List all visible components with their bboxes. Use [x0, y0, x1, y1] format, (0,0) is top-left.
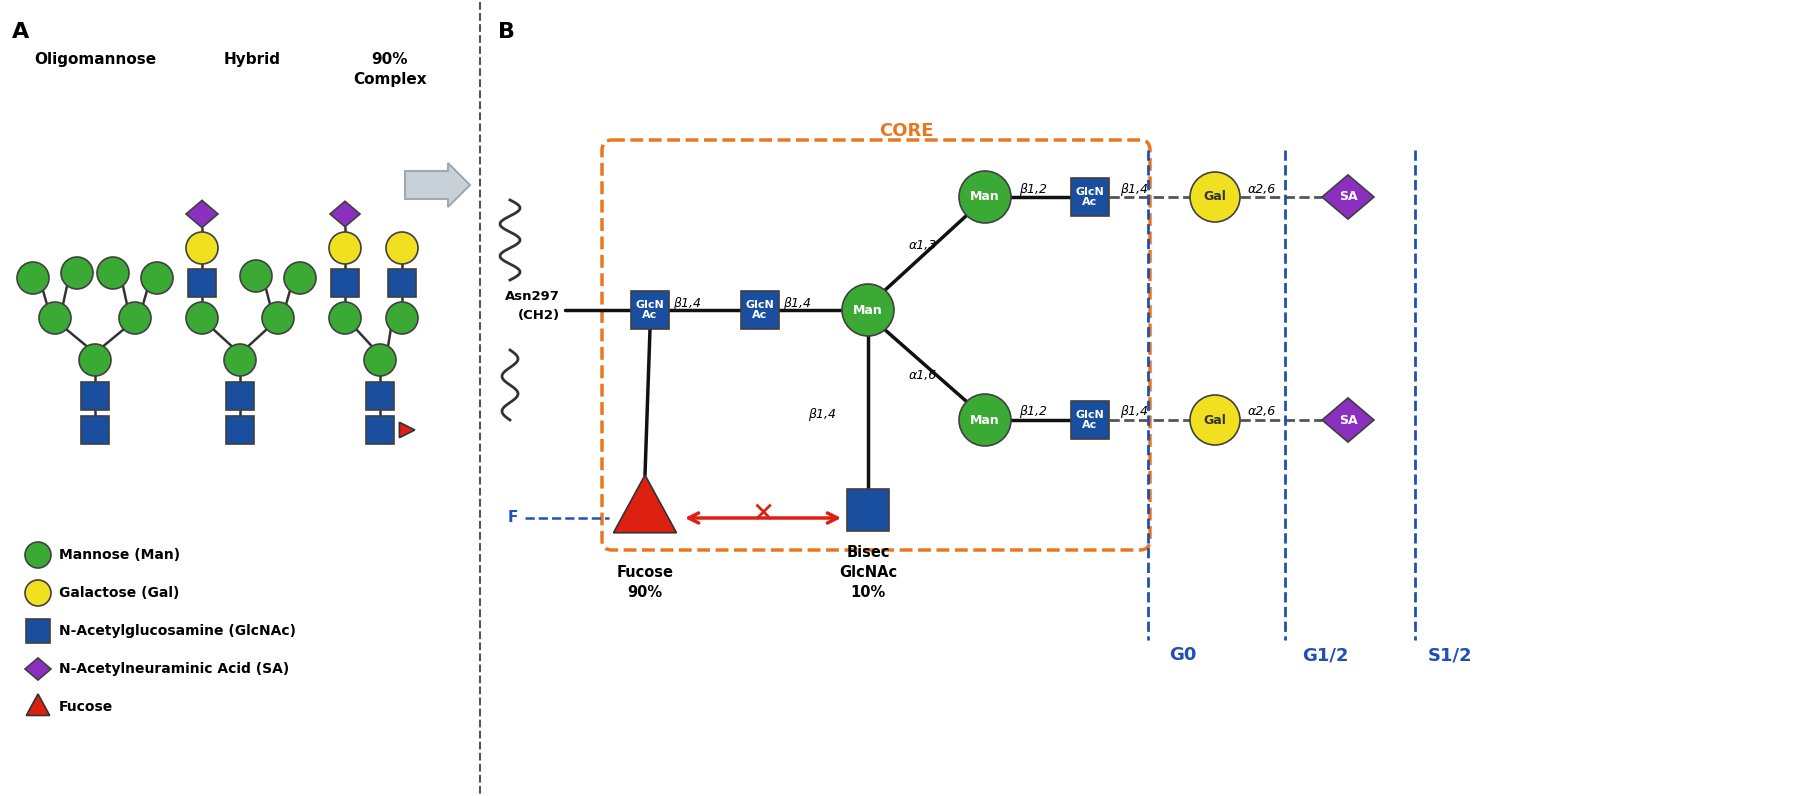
Text: Gal: Gal	[1203, 190, 1226, 204]
Polygon shape	[399, 423, 415, 438]
Circle shape	[958, 171, 1010, 223]
Circle shape	[119, 302, 151, 334]
Text: α1,6: α1,6	[908, 369, 937, 381]
Text: β1,4: β1,4	[807, 408, 836, 421]
Text: N-Acetylglucosamine (GlcNAc): N-Acetylglucosamine (GlcNAc)	[59, 624, 297, 638]
Polygon shape	[331, 269, 360, 297]
Text: B: B	[498, 22, 514, 42]
Text: (CH2): (CH2)	[518, 310, 559, 322]
Text: Hybrid: Hybrid	[223, 52, 280, 67]
Text: α2,6: α2,6	[1248, 182, 1277, 196]
Text: GlcNAc: GlcNAc	[840, 565, 897, 580]
Text: GlcN
Ac: GlcN Ac	[1075, 410, 1104, 431]
Text: Gal: Gal	[1203, 413, 1226, 427]
Text: GlcN
Ac: GlcN Ac	[1075, 186, 1104, 208]
Polygon shape	[227, 382, 254, 410]
Text: N-Acetylneuraminic Acid (SA): N-Acetylneuraminic Acid (SA)	[59, 662, 289, 676]
Circle shape	[363, 344, 396, 376]
Circle shape	[79, 344, 111, 376]
Polygon shape	[741, 291, 779, 329]
Text: 90%: 90%	[628, 585, 662, 600]
Text: Man: Man	[971, 190, 1000, 204]
Polygon shape	[185, 201, 218, 228]
Text: Man: Man	[971, 413, 1000, 427]
Circle shape	[140, 262, 173, 294]
Polygon shape	[405, 163, 469, 207]
Text: Oligomannose: Oligomannose	[34, 52, 156, 67]
Circle shape	[263, 302, 295, 334]
Text: Man: Man	[852, 303, 883, 317]
Circle shape	[284, 262, 316, 294]
Polygon shape	[27, 694, 50, 716]
Text: GlcN
Ac: GlcN Ac	[746, 299, 775, 321]
Text: Complex: Complex	[352, 72, 426, 87]
Text: β1,2: β1,2	[1019, 405, 1046, 419]
Polygon shape	[81, 416, 110, 444]
Text: β1,2: β1,2	[1019, 182, 1046, 196]
Circle shape	[329, 232, 361, 264]
Polygon shape	[331, 201, 360, 227]
Text: CORE: CORE	[879, 122, 933, 140]
Text: SA: SA	[1340, 190, 1357, 204]
Text: SA: SA	[1340, 413, 1357, 427]
Circle shape	[225, 344, 255, 376]
Circle shape	[97, 257, 129, 289]
Circle shape	[40, 302, 70, 334]
Circle shape	[1190, 395, 1241, 445]
Text: 10%: 10%	[850, 585, 886, 600]
Polygon shape	[1322, 398, 1374, 442]
Text: β1,4: β1,4	[782, 298, 811, 310]
Text: Fucose: Fucose	[59, 700, 113, 714]
Text: F: F	[507, 510, 518, 525]
Polygon shape	[25, 619, 50, 643]
Text: Mannose (Man): Mannose (Man)	[59, 548, 180, 562]
Text: Fucose: Fucose	[617, 565, 674, 580]
Polygon shape	[189, 269, 216, 297]
Text: G0: G0	[1169, 646, 1197, 664]
Polygon shape	[367, 382, 394, 410]
Circle shape	[329, 302, 361, 334]
Text: β1,4: β1,4	[1120, 405, 1147, 419]
Text: G1/2: G1/2	[1302, 646, 1348, 664]
Text: β1,4: β1,4	[672, 298, 701, 310]
Text: Asn297: Asn297	[505, 290, 559, 302]
Polygon shape	[613, 475, 676, 533]
Circle shape	[387, 232, 417, 264]
Circle shape	[61, 257, 93, 289]
Polygon shape	[367, 416, 394, 444]
Text: 90%: 90%	[372, 52, 408, 67]
Polygon shape	[847, 489, 888, 531]
Text: α2,6: α2,6	[1248, 405, 1277, 419]
Text: Bisec: Bisec	[847, 545, 890, 560]
Polygon shape	[1072, 178, 1109, 216]
Circle shape	[25, 580, 50, 606]
Polygon shape	[81, 382, 110, 410]
Polygon shape	[388, 269, 415, 297]
Circle shape	[387, 302, 417, 334]
Text: A: A	[13, 22, 29, 42]
Text: GlcN
Ac: GlcN Ac	[636, 299, 665, 321]
Circle shape	[1190, 172, 1241, 222]
Polygon shape	[1322, 175, 1374, 219]
Circle shape	[958, 394, 1010, 446]
Circle shape	[841, 284, 894, 336]
Circle shape	[185, 302, 218, 334]
Polygon shape	[25, 658, 50, 680]
Circle shape	[25, 542, 50, 568]
Text: Galactose (Gal): Galactose (Gal)	[59, 586, 180, 600]
Circle shape	[16, 262, 49, 294]
Text: α1,3: α1,3	[908, 239, 937, 252]
Text: S1/2: S1/2	[1428, 646, 1473, 664]
Text: ✕: ✕	[752, 500, 775, 528]
Text: β1,4: β1,4	[1120, 182, 1147, 196]
Polygon shape	[1072, 401, 1109, 439]
Circle shape	[185, 232, 218, 264]
Polygon shape	[631, 291, 669, 329]
Polygon shape	[227, 416, 254, 444]
Circle shape	[239, 260, 271, 292]
